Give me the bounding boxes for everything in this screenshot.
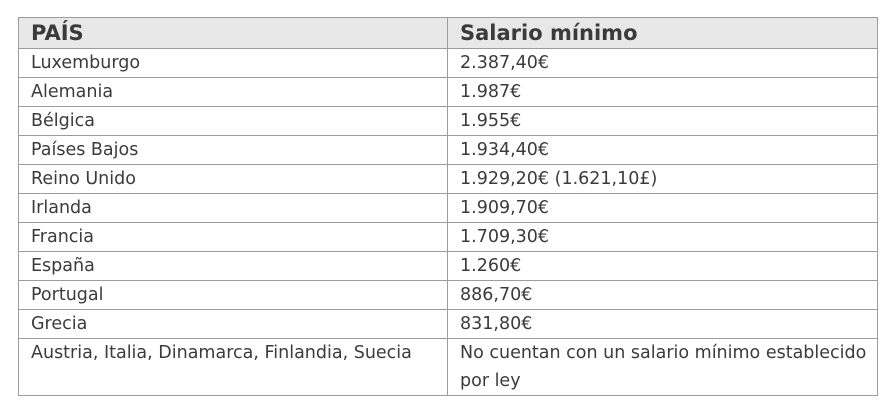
header-minimum-wage: Salario mínimo — [447, 17, 878, 49]
wage-cell: 1.929,20€ (1.621,10£) — [447, 164, 878, 194]
table-row: Austria, Italia, Dinamarca, Finlandia, S… — [18, 338, 878, 396]
country-cell: Irlanda — [18, 193, 448, 223]
minimum-wage-table: PAÍS Salario mínimo Luxemburgo 2.387,40€… — [18, 17, 878, 396]
table-row: Reino Unido 1.929,20€ (1.621,10£) — [18, 164, 878, 194]
table-row: Bélgica 1.955€ — [18, 106, 878, 136]
country-cell: Alemania — [18, 77, 448, 107]
country-cell: Países Bajos — [18, 135, 448, 165]
country-cell: Reino Unido — [18, 164, 448, 194]
wage-cell: 1.709,30€ — [447, 222, 878, 252]
wage-cell: 1.909,70€ — [447, 193, 878, 223]
minimum-wage-table-container: PAÍS Salario mínimo Luxemburgo 2.387,40€… — [18, 17, 878, 396]
table-row: Luxemburgo 2.387,40€ — [18, 48, 878, 78]
table-row: Alemania 1.987€ — [18, 77, 878, 107]
table-row: Grecia 831,80€ — [18, 309, 878, 339]
country-cell: Luxemburgo — [18, 48, 448, 78]
country-cell: España — [18, 251, 448, 281]
wage-cell: No cuentan con un salario mínimo estable… — [447, 338, 878, 396]
country-cell: Bélgica — [18, 106, 448, 136]
wage-cell: 1.934,40€ — [447, 135, 878, 165]
table-header-row: PAÍS Salario mínimo — [18, 17, 878, 49]
wage-cell: 831,80€ — [447, 309, 878, 339]
country-cell: Portugal — [18, 280, 448, 310]
table-row: España 1.260€ — [18, 251, 878, 281]
wage-cell: 2.387,40€ — [447, 48, 878, 78]
country-cell: Grecia — [18, 309, 448, 339]
country-cell: Francia — [18, 222, 448, 252]
wage-cell: 1.987€ — [447, 77, 878, 107]
table-row: Irlanda 1.909,70€ — [18, 193, 878, 223]
wage-cell: 1.955€ — [447, 106, 878, 136]
wage-cell: 1.260€ — [447, 251, 878, 281]
table-row: Países Bajos 1.934,40€ — [18, 135, 878, 165]
country-cell: Austria, Italia, Dinamarca, Finlandia, S… — [18, 338, 448, 396]
table-row: Francia 1.709,30€ — [18, 222, 878, 252]
table-row: Portugal 886,70€ — [18, 280, 878, 310]
header-country: PAÍS — [18, 17, 448, 49]
wage-cell: 886,70€ — [447, 280, 878, 310]
